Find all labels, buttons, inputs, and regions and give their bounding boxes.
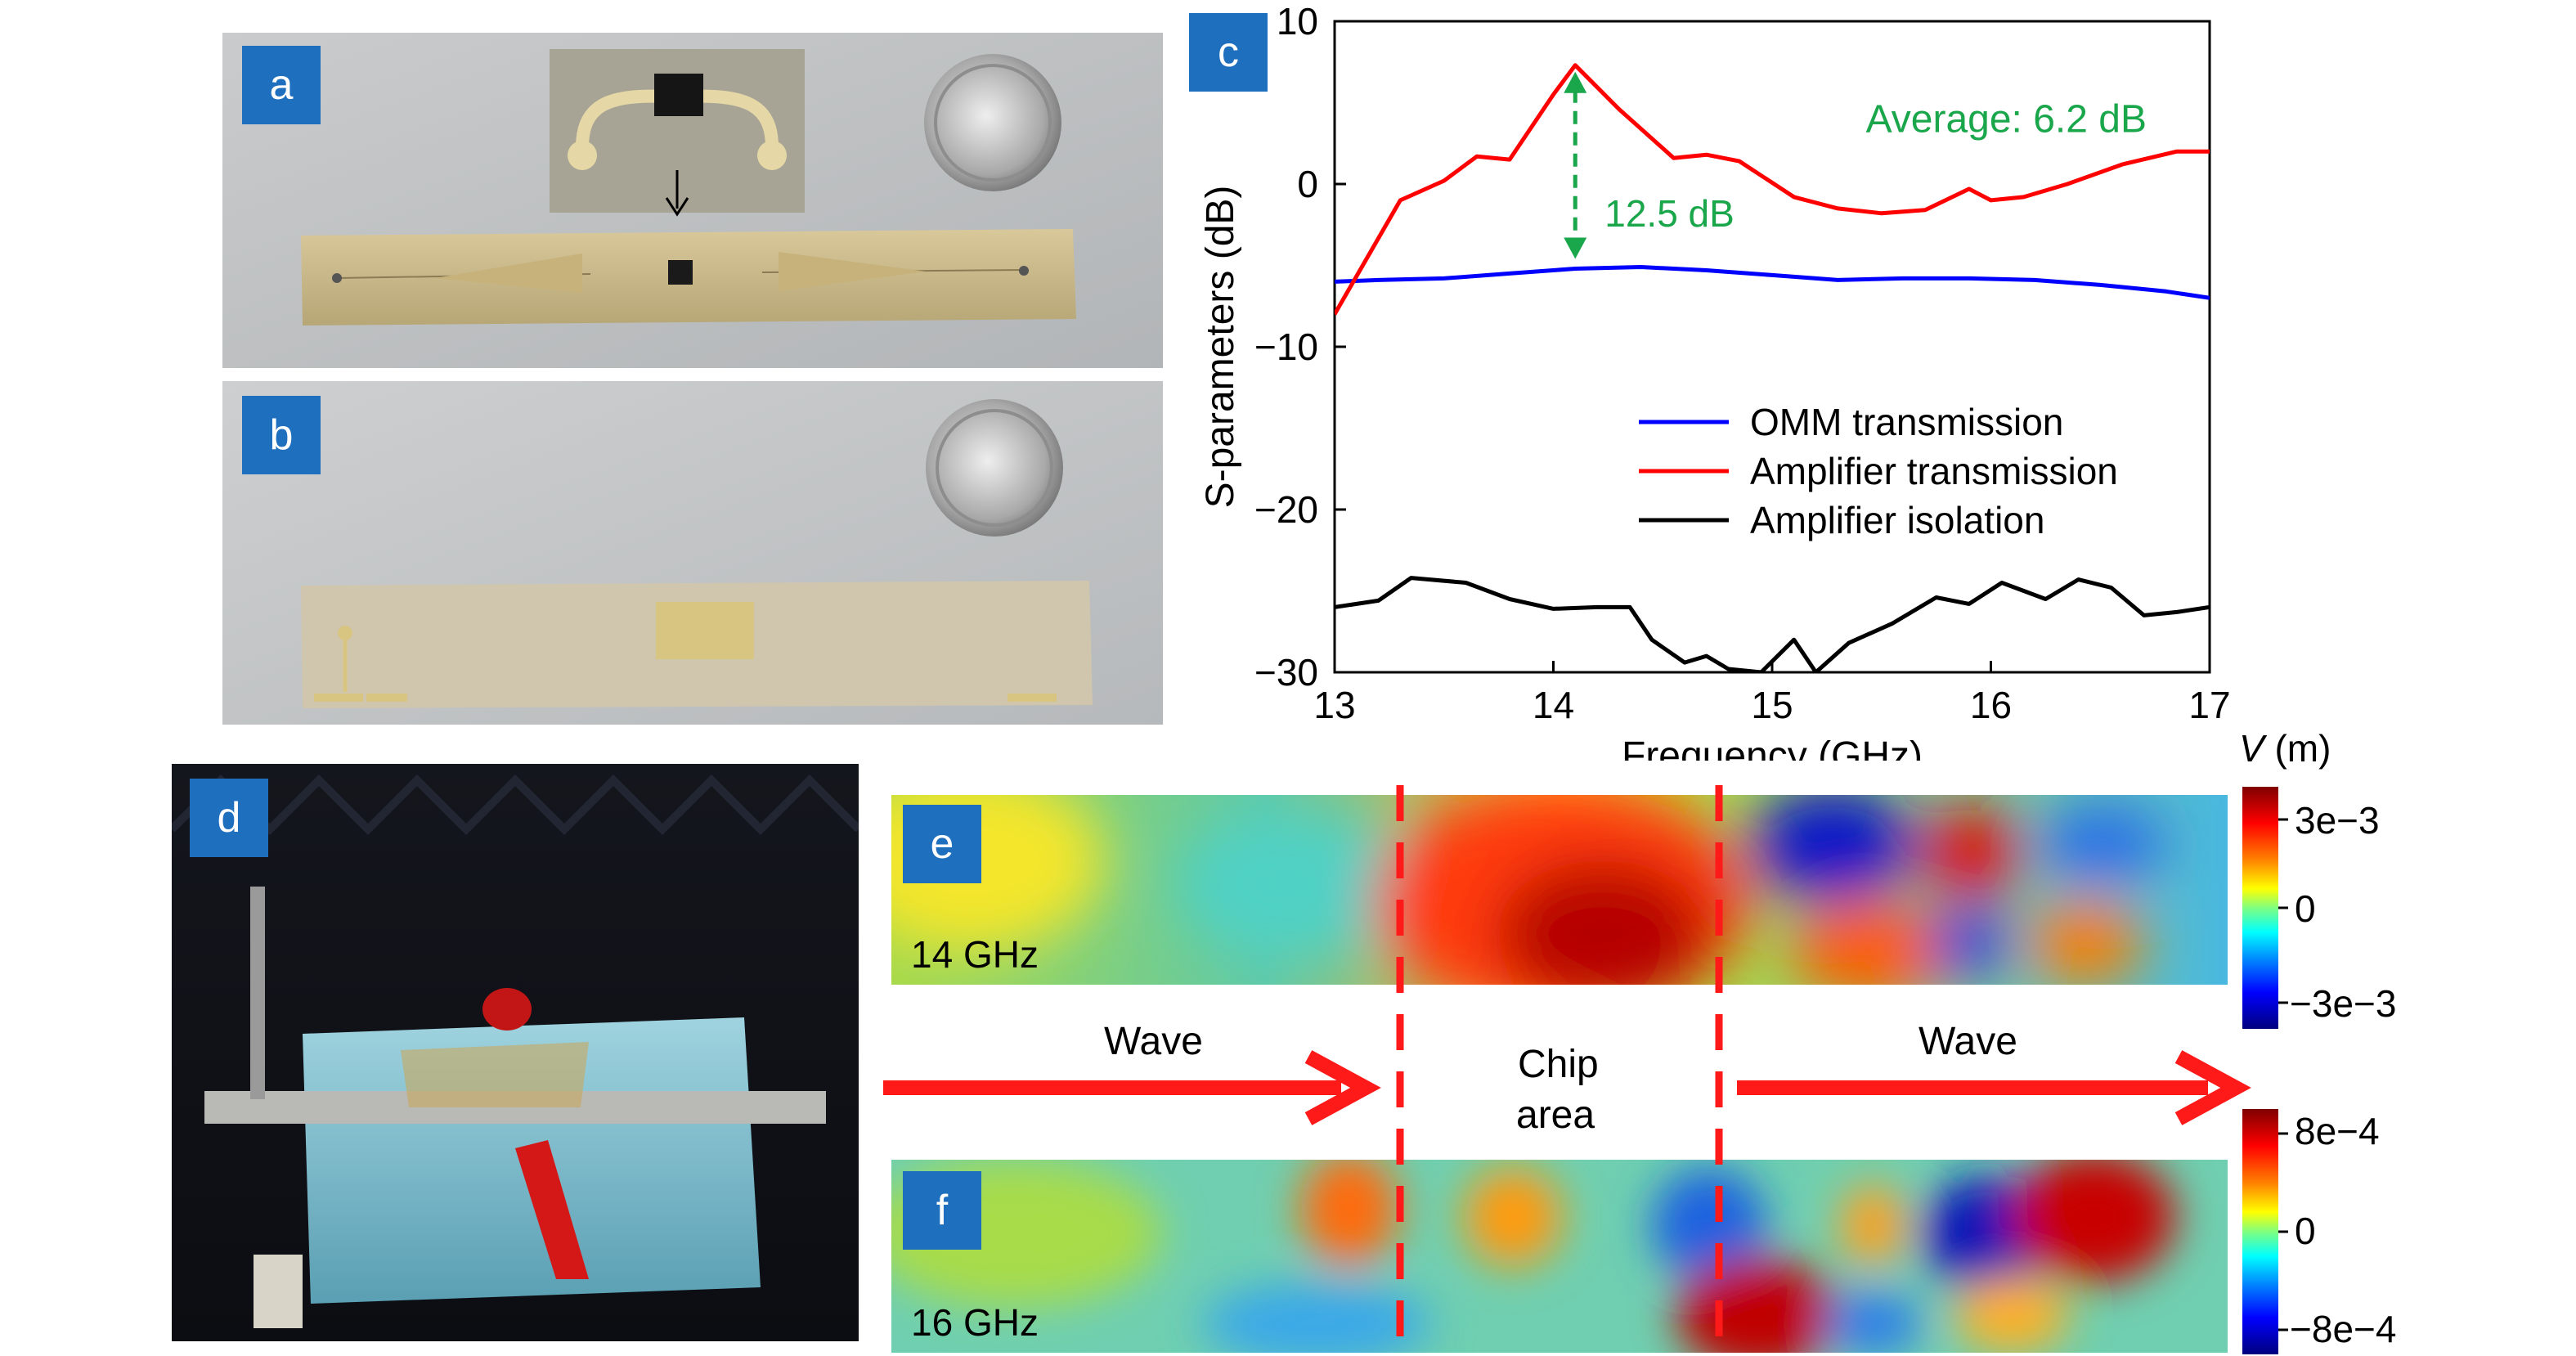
- panel-a-label: a: [242, 46, 321, 124]
- colorbar-e-tick-min: −3e−3: [2290, 982, 2397, 1025]
- difference-label: 12.5 dB: [1604, 192, 1735, 235]
- colorbar-f-tick-zero: 0: [2295, 1210, 2316, 1252]
- y-tick-label: −20: [1254, 488, 1318, 531]
- wave-label-right: Wave: [1919, 1020, 2017, 1063]
- colorbar-e: [2242, 787, 2278, 1029]
- y-axis-label: S-parameters (dB): [1199, 186, 1242, 509]
- y-tick-label: −30: [1254, 651, 1318, 694]
- y-tick-label: −10: [1254, 326, 1318, 368]
- chart-lines: [1335, 63, 2210, 672]
- legend-label: Amplifier transmission: [1750, 450, 2118, 492]
- colorbar-f-ticks: [2278, 1132, 2288, 1331]
- colorbar-title-unit: (m): [2264, 727, 2331, 770]
- wave-arrow-left: [883, 1050, 1381, 1125]
- y-tick-label: 10: [1277, 0, 1318, 43]
- panel-b-label: b: [242, 396, 321, 474]
- legend-label: Amplifier isolation: [1750, 499, 2044, 541]
- panel-b-photo: [222, 381, 1163, 725]
- colorbar-e-tick-zero: 0: [2295, 887, 2316, 930]
- average-label: Average: 6.2 dB: [1866, 97, 2147, 141]
- panel-f-label: f: [903, 1171, 981, 1250]
- panel-a-photo: [222, 33, 1163, 368]
- series-line-amplifier-transmission: [1335, 63, 2210, 316]
- colorbar-e-tick-max: 3e−3: [2295, 799, 2380, 842]
- panel-c-label: c: [1189, 13, 1268, 92]
- s-parameters-chart: 13 14 15 16 17 10 0 −10 −20 −30 Frequency (GHz) S-p…: [1199, 0, 2231, 761]
- legend-label: OMM transmission: [1750, 401, 2063, 443]
- x-tick-label: 15: [1751, 684, 1793, 726]
- field-map-e: [891, 795, 2228, 985]
- chart-axes: 13 14 15 16 17 10 0 −10 −20 −30 Frequency (GHz) S-p…: [1199, 0, 2231, 761]
- chart-annotations: 12.5 dB Average: 6.2 dB: [1564, 71, 2147, 259]
- y-tick-label: 0: [1297, 163, 1318, 205]
- x-tick-label: 14: [1533, 684, 1574, 726]
- x-tick-label: 17: [2188, 684, 2230, 726]
- colorbar-e-ticks: [2278, 818, 2288, 1004]
- panel-d-label: d: [190, 779, 268, 857]
- field-map-f: [891, 1160, 2228, 1353]
- colorbar-f: [2242, 1109, 2278, 1354]
- panel-e-label: e: [903, 805, 981, 883]
- panel-f-frequency: 16 GHz: [911, 1301, 1039, 1344]
- chip-area-label-line1: Chip: [1518, 1043, 1599, 1086]
- colorbar-f-tick-min: −8e−4: [2290, 1308, 2397, 1350]
- x-tick-label: 13: [1313, 684, 1355, 726]
- panel-e-frequency: 14 GHz: [911, 933, 1039, 976]
- x-tick-label: 16: [1970, 684, 2012, 726]
- difference-arrow-head-down: [1564, 237, 1587, 259]
- difference-arrow-head-up: [1564, 71, 1587, 93]
- colorbar-title-symbol: V: [2239, 727, 2264, 770]
- panel-d-photo: [168, 764, 862, 1341]
- wave-arrow-right: [1737, 1050, 2251, 1125]
- chip-area-label-line2: area: [1516, 1093, 1595, 1137]
- chart-legend: OMM transmission Amplifier transmission Am…: [1639, 401, 2118, 541]
- series-line-amplifier-isolation: [1335, 576, 2210, 672]
- series-line-omm-transmission: [1335, 265, 2210, 300]
- wave-label-left: Wave: [1104, 1020, 1203, 1063]
- colorbar-title: V (m): [2239, 726, 2331, 770]
- colorbar-f-tick-max: 8e−4: [2295, 1110, 2380, 1152]
- x-axis-label: Frequency (GHz): [1622, 734, 1923, 761]
